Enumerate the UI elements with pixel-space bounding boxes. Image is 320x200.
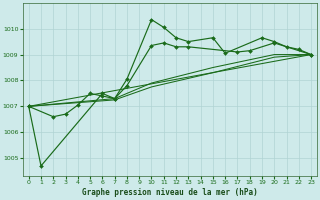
X-axis label: Graphe pression niveau de la mer (hPa): Graphe pression niveau de la mer (hPa): [82, 188, 258, 197]
